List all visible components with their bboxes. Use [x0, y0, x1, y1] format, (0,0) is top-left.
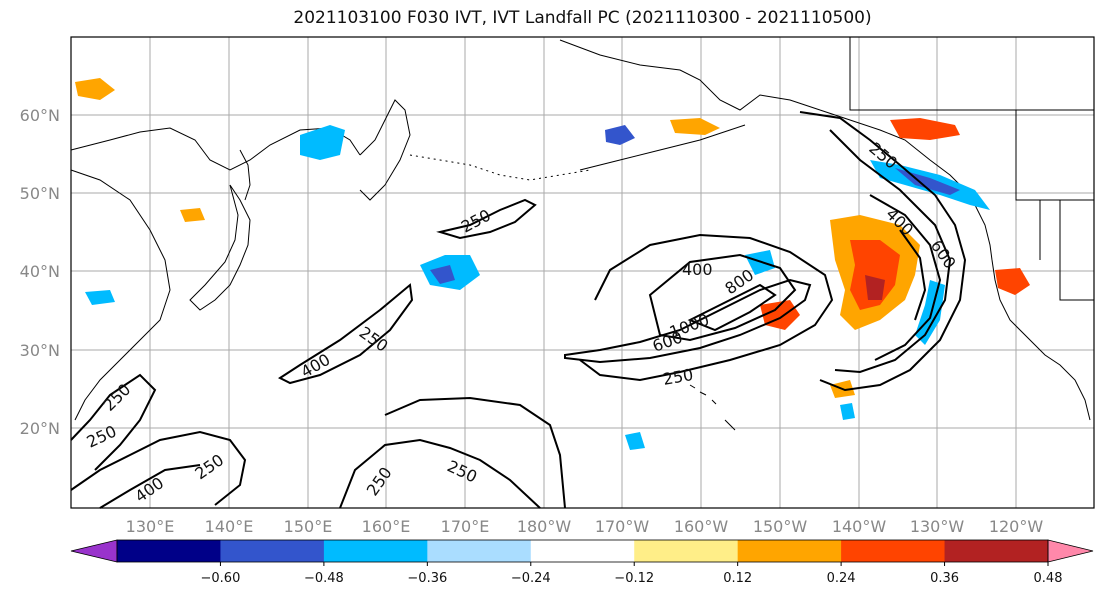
longitude-labels: 130°E 140°E 150°E 160°E 170°E 180°W 170°… — [126, 517, 1044, 536]
ivt-contours — [70, 111, 967, 509]
colorbar-segment — [841, 540, 946, 562]
lat-label: 60°N — [20, 106, 60, 125]
lat-label: 50°N — [20, 184, 60, 203]
lat-label: 30°N — [20, 341, 60, 360]
lon-label: 150°W — [753, 517, 808, 536]
colorbar-segments — [117, 540, 1049, 562]
colorbar-tick-labels: −0.60 −0.48 −0.36 −0.24 −0.12 0.12 0.24 0.36 0.4… — [201, 562, 1063, 586]
colorbar-segment — [117, 540, 221, 562]
colorbar-tick-label: 0.24 — [827, 571, 856, 586]
pc-shading — [75, 78, 1030, 450]
colorbar-segment — [323, 540, 428, 562]
contour-label: 400 — [682, 260, 713, 279]
colorbar-tick-label: 0.12 — [723, 571, 752, 586]
lon-label: 150°E — [284, 517, 333, 536]
lon-label: 160°W — [674, 517, 729, 536]
lon-label: 170°W — [595, 517, 650, 536]
colorbar: −0.60 −0.48 −0.36 −0.24 −0.12 0.12 0.24 0.36 0.4… — [70, 539, 1094, 586]
colorbar-segment — [737, 540, 842, 562]
colorbar-outline — [116, 539, 1049, 563]
colorbar-segment — [530, 540, 635, 562]
map-panel: 250 250 400 400 250 600 800 1000 250 400… — [70, 36, 1095, 509]
lon-label: 130°W — [910, 517, 965, 536]
lon-label: 170°E — [441, 517, 490, 536]
lon-label: 120°W — [989, 517, 1044, 536]
map-title: 2021103100 F030 IVT, IVT Landfall PC (20… — [293, 8, 872, 28]
colorbar-segment — [427, 540, 532, 562]
colorbar-segment — [944, 540, 1049, 562]
colorbar-high-extend-arrow — [1047, 539, 1094, 563]
lon-label: 160°E — [362, 517, 411, 536]
colorbar-segment — [634, 540, 739, 562]
colorbar-tick-label: 0.48 — [1034, 571, 1063, 586]
lon-label: 140°E — [205, 517, 254, 536]
colorbar-tick-label: 0.36 — [930, 571, 959, 586]
coastlines — [70, 39, 1091, 431]
borders — [849, 37, 1094, 301]
lat-label: 40°N — [20, 262, 60, 281]
lon-label: 140°W — [832, 517, 887, 536]
colorbar-tick-label: −0.48 — [304, 571, 344, 586]
colorbar-tick-label: −0.24 — [511, 571, 551, 586]
colorbar-tick-label: −0.36 — [407, 571, 447, 586]
latitude-labels: 60°N 50°N 40°N 30°N 20°N — [20, 106, 60, 438]
lon-label: 130°E — [126, 517, 175, 536]
map-background — [71, 37, 1094, 508]
lat-label: 20°N — [20, 419, 60, 438]
lon-label: 180°W — [517, 517, 572, 536]
colorbar-segment — [220, 540, 325, 562]
colorbar-low-extend-arrow — [70, 539, 118, 563]
colorbar-tick-label: −0.12 — [614, 571, 654, 586]
colorbar-tick-label: −0.60 — [201, 571, 241, 586]
map-frame — [70, 36, 1095, 509]
